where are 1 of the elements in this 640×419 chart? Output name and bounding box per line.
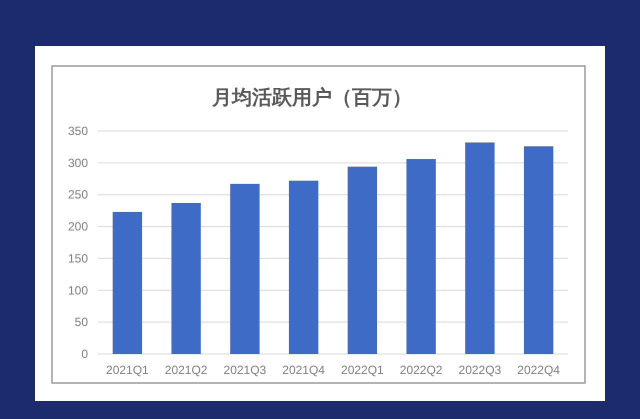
- title: 月均活跃用户（百万）: [212, 87, 412, 109]
